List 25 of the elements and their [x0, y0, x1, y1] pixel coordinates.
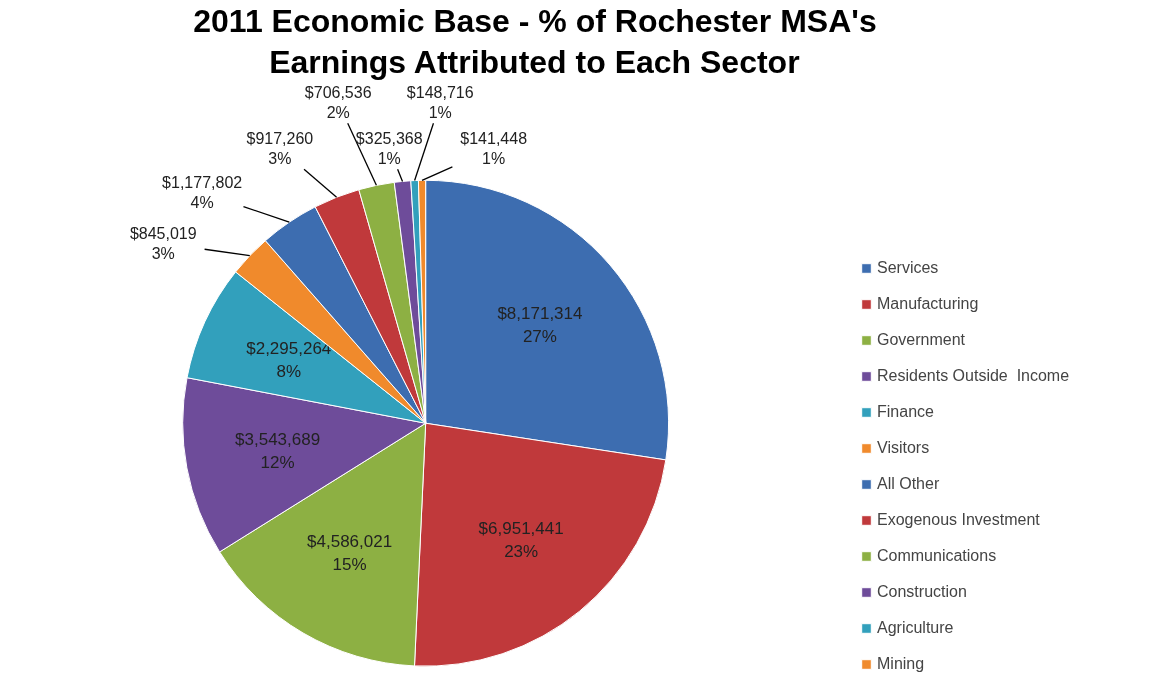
data-label: $6,951,441 23% — [478, 518, 564, 561]
legend-label: Residents Outside Income — [877, 367, 1070, 385]
data-label: $325,368 1% — [355, 130, 423, 168]
legend-label: Communications — [877, 547, 997, 565]
data-label: $141,448 1% — [460, 130, 528, 168]
data-label: $3,543,689 12% — [235, 430, 321, 472]
legend-label: Visitors — [877, 439, 930, 457]
data-label: $1,177,802 4% — [162, 173, 243, 212]
legend-label: Manufacturing — [877, 295, 979, 313]
legend-label: All Other — [877, 475, 940, 493]
legend-label: Government — [877, 331, 966, 349]
legend-label: Agriculture — [877, 619, 954, 637]
legend-label: Mining — [877, 655, 925, 673]
chart-title: 2011 Economic Base - % of Rochester MSA's Earnings Attributed to Each Sector — [193, 3, 877, 81]
data-label: $917,260 3% — [246, 130, 314, 168]
data-label: $4,586,021 15% — [307, 532, 393, 575]
legend-label: Services — [877, 259, 939, 277]
legend-label: Construction — [877, 583, 967, 601]
legend-label: Exogenous Investment — [877, 511, 1040, 529]
data-label: $148,716 1% — [406, 83, 474, 122]
data-label: $2,295,264 8% — [246, 339, 332, 382]
legend-label: Finance — [877, 403, 934, 421]
data-label: $706,536 2% — [304, 83, 372, 122]
data-label: $8,171,314 27% — [497, 304, 583, 346]
data-label: $845,019 3% — [129, 224, 197, 263]
